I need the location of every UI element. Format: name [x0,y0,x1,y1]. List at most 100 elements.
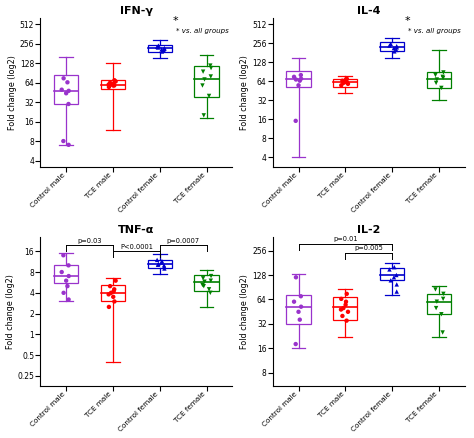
Point [60,252,67,259]
Point [342,76,350,83]
Title: IFN-γ: IFN-γ [120,6,153,16]
Point [200,112,208,119]
Point [295,308,302,315]
Title: IL-2: IL-2 [357,225,380,235]
Point [110,286,118,293]
Point [65,272,73,279]
Point [207,64,215,71]
Point [387,277,394,284]
Text: *: * [173,16,178,26]
Y-axis label: Fold change (log2): Fold change (log2) [240,274,249,349]
Bar [286,295,310,324]
Point [154,261,162,268]
Bar [194,275,219,291]
Y-axis label: Fold change (log2): Fold change (log2) [240,55,249,130]
Point [158,46,165,53]
Title: TNF-α: TNF-α [118,225,155,235]
Point [393,42,401,49]
Bar [333,79,357,87]
Point [205,286,213,293]
Point [106,79,114,86]
Bar [194,66,219,97]
Text: p=0.01: p=0.01 [333,236,357,242]
Point [297,303,305,310]
Point [201,76,208,83]
Bar [333,297,357,320]
Point [105,81,112,88]
Bar [427,294,451,314]
Bar [286,71,310,87]
Text: p=0.005: p=0.005 [354,245,383,251]
Point [64,79,71,86]
Bar [101,80,125,88]
Point [290,73,298,80]
Point [154,44,162,51]
Point [297,75,305,82]
Point [343,290,351,297]
Point [158,258,166,265]
Point [110,80,118,87]
Point [439,69,447,76]
Bar [101,285,125,301]
Text: P<0.0001: P<0.0001 [120,244,153,250]
Point [158,259,165,266]
Point [153,43,161,50]
Point [290,298,298,305]
Point [432,304,440,311]
Point [153,256,161,263]
Point [109,293,117,300]
Point [155,261,162,268]
Point [339,304,347,311]
Point [207,62,214,69]
Point [207,290,214,297]
Point [390,274,398,281]
Bar [54,265,78,283]
Point [161,45,168,52]
Point [207,272,215,279]
Point [343,78,350,85]
Text: * vs. all groups: * vs. all groups [409,28,461,34]
Point [65,87,73,94]
Point [158,48,166,55]
Point [58,268,65,276]
Point [338,77,346,84]
Point [292,341,300,348]
Point [207,277,215,284]
Point [65,141,73,148]
Point [439,74,447,81]
Y-axis label: Fold change (log2): Fold change (log2) [6,274,15,349]
Point [393,288,401,295]
Point [342,78,349,85]
Point [342,301,349,308]
Bar [380,42,404,51]
Point [60,75,67,82]
Point [105,304,113,311]
Point [433,298,441,305]
Point [112,78,119,85]
Point [386,266,393,273]
Title: IL-4: IL-4 [357,6,381,16]
Point [344,80,352,87]
Point [292,274,300,281]
Point [110,298,118,305]
Point [296,316,303,323]
Point [112,277,119,284]
Point [337,306,345,313]
Text: * vs. all groups: * vs. all groups [176,28,229,34]
Point [439,329,447,336]
Point [339,79,347,86]
Point [207,73,215,80]
Point [297,293,305,300]
Point [199,68,207,75]
Point [392,272,400,279]
Point [337,82,345,89]
Point [337,295,345,302]
Point [387,40,394,47]
Point [107,290,115,297]
Point [63,90,70,97]
Point [199,82,206,89]
Point [60,138,67,145]
Point [201,278,208,285]
Bar [54,75,78,104]
Point [292,117,300,124]
